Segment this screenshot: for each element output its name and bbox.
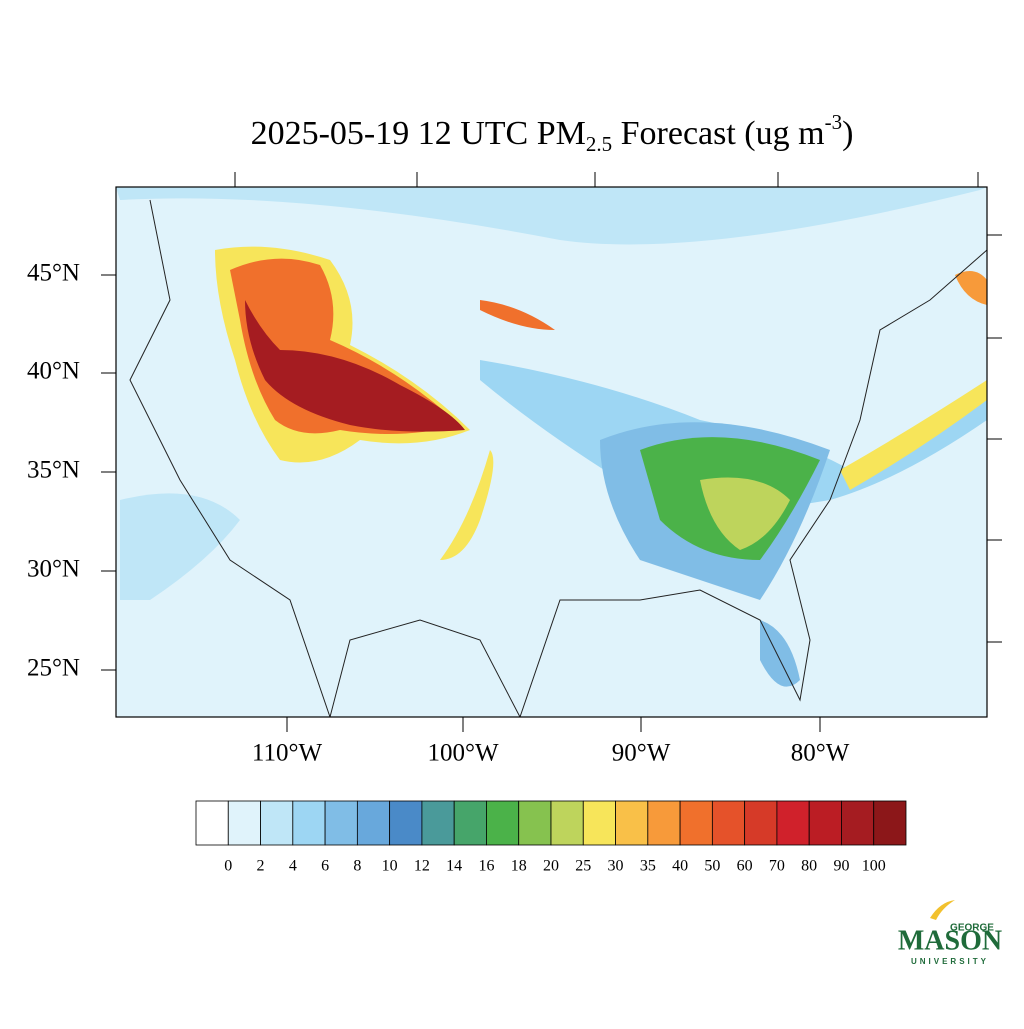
colorbar-box — [873, 800, 907, 846]
colorbar-box — [389, 800, 423, 846]
colorbar-box — [679, 800, 713, 846]
logo: GEORGE MASON UNIVERSITY — [898, 900, 1002, 966]
colorbar-box — [550, 800, 584, 846]
colorbar-label: 60 — [737, 858, 753, 875]
colorbar-label: 30 — [608, 858, 624, 875]
colorbar-box — [744, 800, 778, 846]
colorbar-box — [227, 800, 261, 846]
colorbar-box — [356, 800, 391, 846]
lat-label: 45°N — [27, 260, 80, 287]
colorbar-label: 40 — [672, 858, 688, 875]
map: 45°N 40°N 35°N 30°N 25°N 110°W 100°W 90°W 80°W — [27, 172, 1002, 767]
colorbar-box — [518, 800, 552, 846]
colorbar-label: 12 — [414, 858, 430, 875]
lon-label: 110°W — [252, 740, 323, 767]
colorbar-box — [711, 800, 746, 846]
colorbar-label: 35 — [640, 858, 656, 875]
colorbar-label: 90 — [833, 858, 849, 875]
colorbar-label: 25 — [575, 858, 591, 875]
colorbar-label: 100 — [862, 858, 886, 875]
lat-label: 30°N — [27, 556, 80, 583]
lat-label: 25°N — [27, 655, 80, 682]
colorbar-label: 20 — [543, 858, 559, 875]
logo-main: MASON — [898, 925, 1002, 956]
colorbar-label: 16 — [478, 858, 494, 875]
colorbar-box — [808, 800, 842, 846]
logo-bottom: UNIVERSITY — [911, 957, 989, 966]
colorbar-box — [647, 800, 681, 846]
lat-label: 35°N — [27, 457, 80, 484]
colorbar-box — [453, 800, 487, 846]
colorbar-box — [776, 800, 810, 846]
colorbar-box — [582, 800, 616, 846]
colorbar-label: 14 — [446, 858, 462, 875]
colorbar-label: 4 — [289, 858, 297, 875]
colorbar-box — [421, 800, 455, 846]
lat-label: 40°N — [27, 358, 80, 385]
colorbar-box — [324, 800, 358, 846]
colorbar-box — [841, 800, 875, 846]
colorbar: 0 2 4 6 8 10 12 14 16 18 20 25 30 35 40 50 60 70 80 90 100 — [195, 800, 907, 875]
colorbar-label: 80 — [801, 858, 817, 875]
colorbar-box — [615, 800, 649, 846]
lon-label: 80°W — [791, 740, 850, 767]
colorbar-label: 2 — [257, 858, 265, 875]
colorbar-label: 70 — [769, 858, 785, 875]
logo-top: GEORGE — [950, 923, 994, 934]
lon-label: 100°W — [427, 740, 498, 767]
colorbar-label: 8 — [353, 858, 361, 875]
colorbar-label: 10 — [382, 858, 398, 875]
colorbar-box — [260, 800, 294, 846]
title: 2025-05-19 12 UTC PM2.5 Forecast (ug m-3… — [251, 110, 854, 156]
colorbar-box — [486, 800, 520, 846]
colorbar-label: 18 — [511, 858, 527, 875]
lon-label: 90°W — [612, 740, 671, 767]
colorbar-label: 0 — [224, 858, 232, 875]
colorbar-label: 50 — [704, 858, 720, 875]
colorbar-box — [195, 800, 229, 846]
colorbar-label: 6 — [321, 858, 329, 875]
colorbar-box — [292, 800, 326, 846]
